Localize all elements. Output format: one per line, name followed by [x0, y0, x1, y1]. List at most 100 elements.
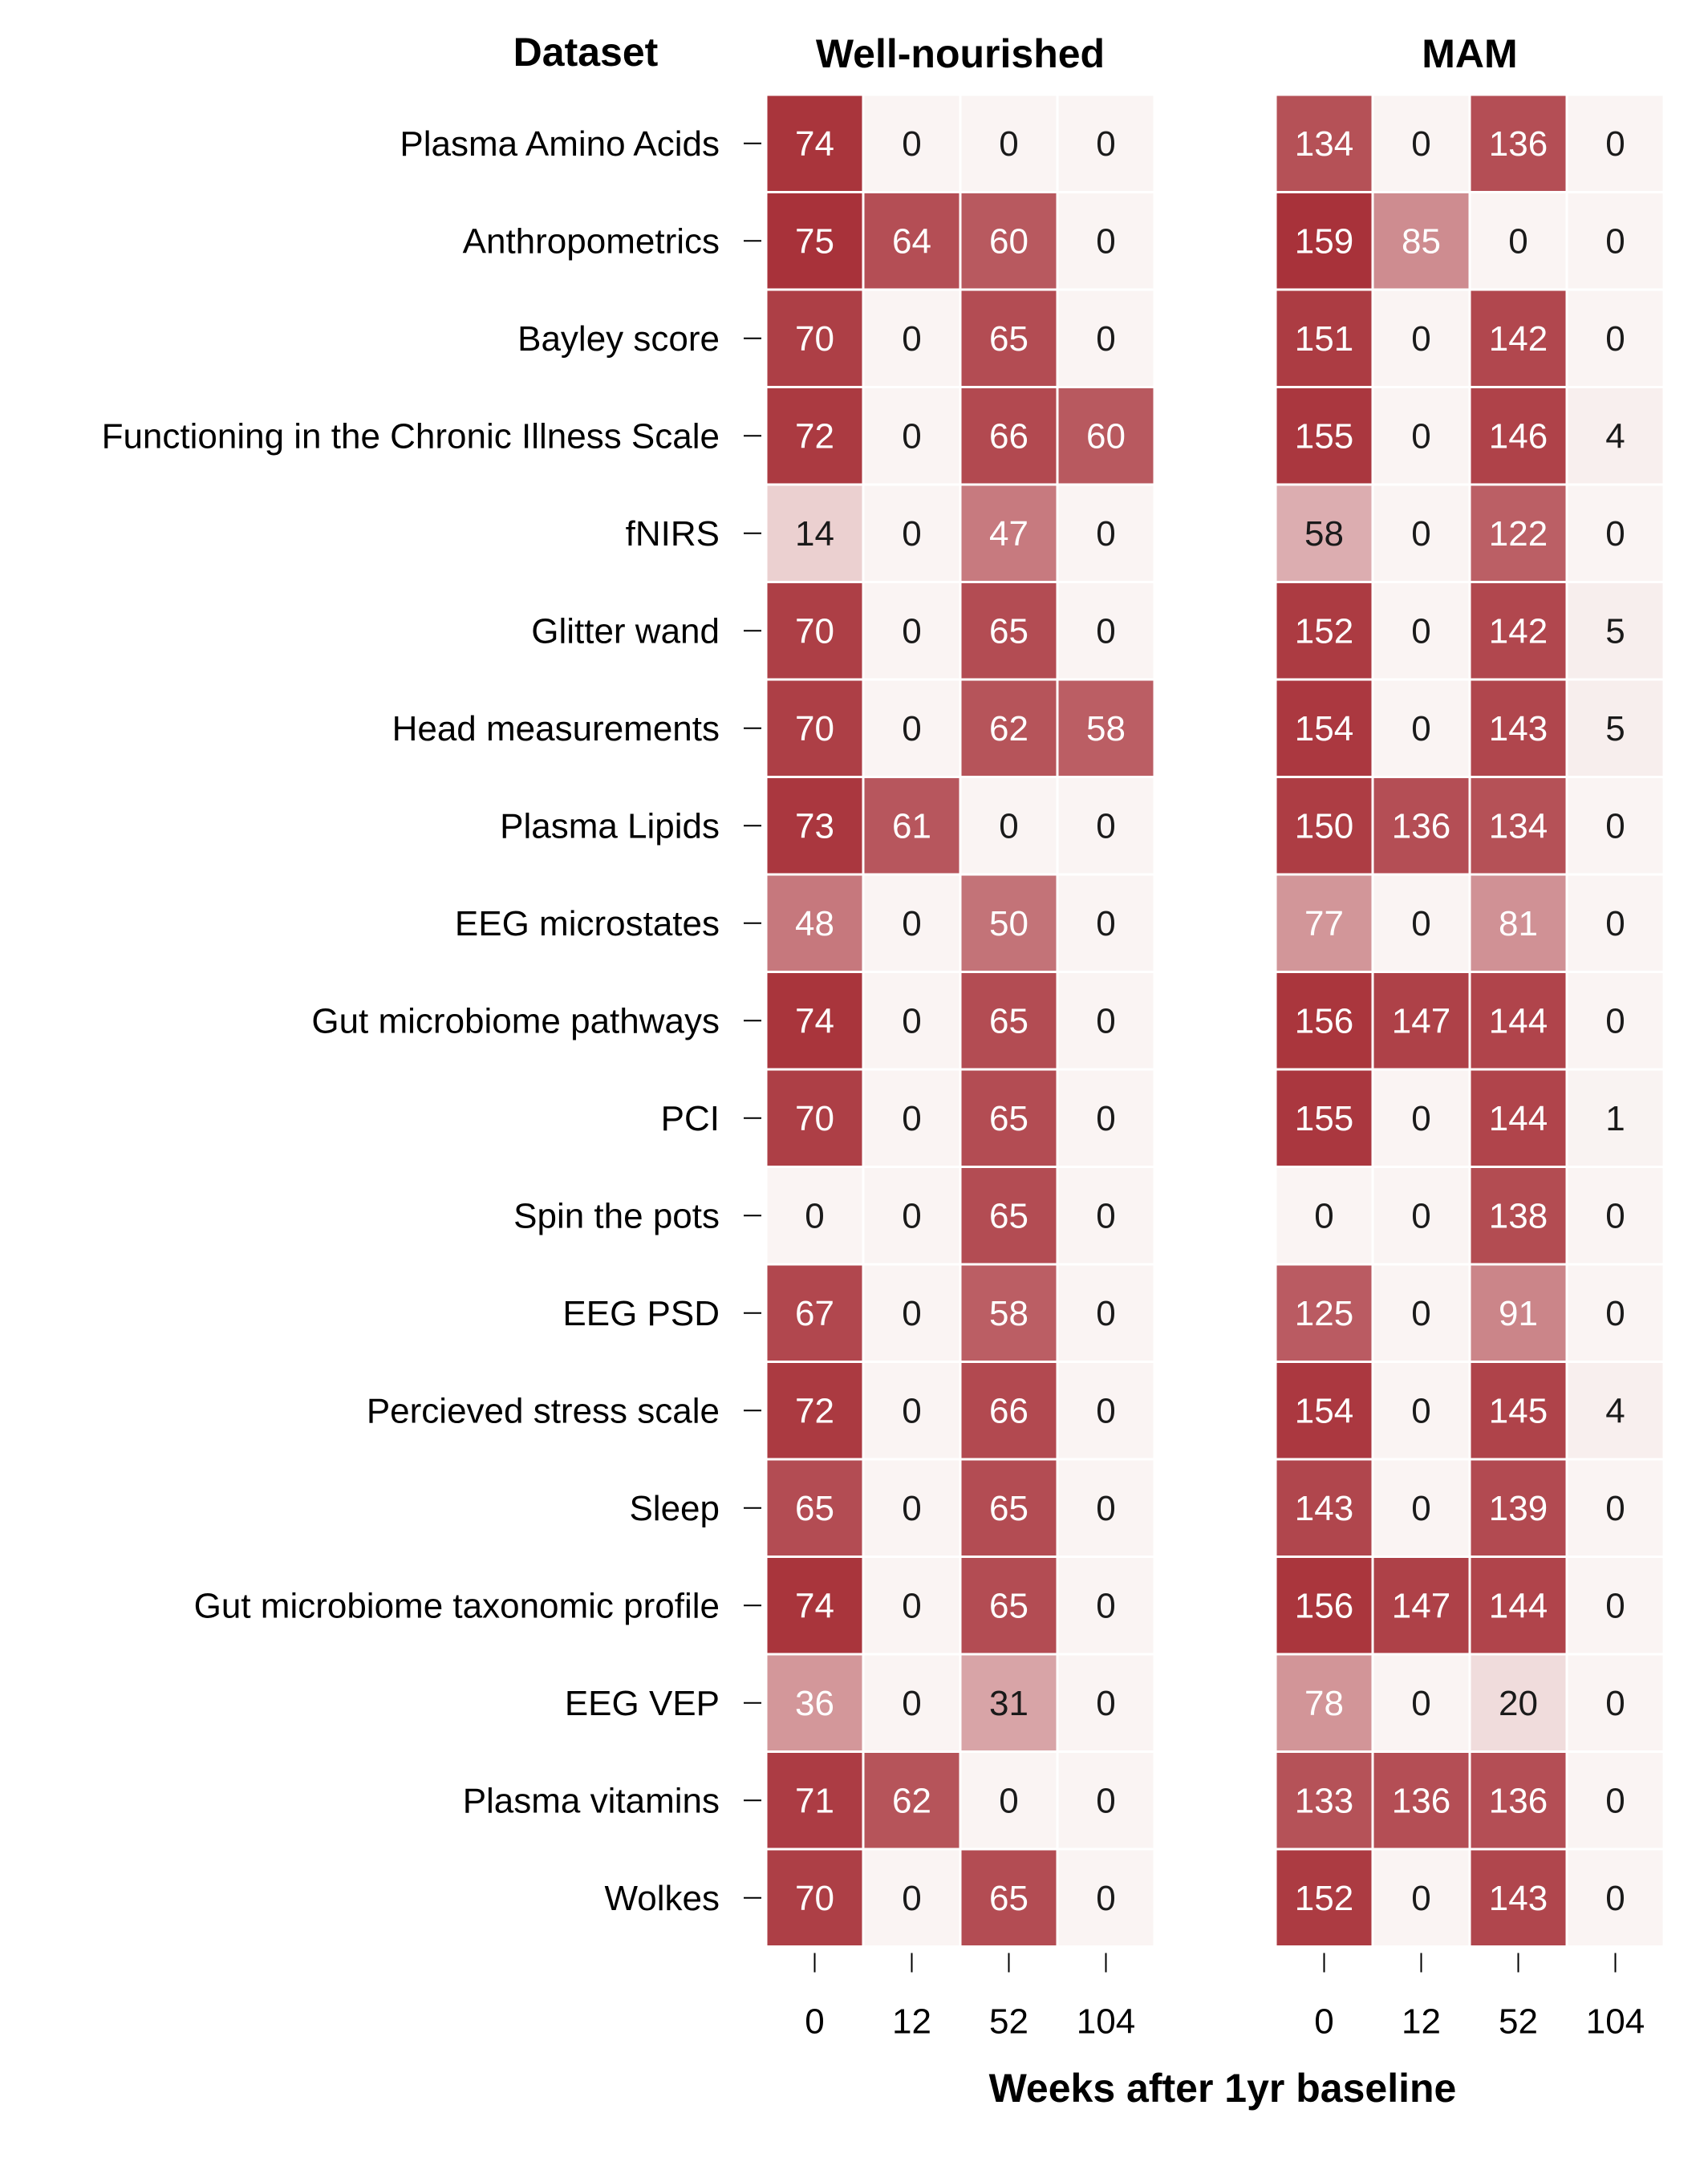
heatmap-cell — [765, 288, 865, 388]
heatmap-cell — [959, 971, 1059, 1071]
cell-value-label: 0 — [1508, 221, 1527, 261]
cell-value-label: 1 — [1605, 1099, 1625, 1138]
heatmap-cell — [959, 678, 1059, 778]
cell-value-label: 0 — [902, 416, 921, 456]
row-label: EEG VEP — [565, 1684, 720, 1723]
x-tick-label: 0 — [1314, 2002, 1333, 2042]
heatmap-cell — [1056, 678, 1156, 778]
panel-title: MAM — [1422, 31, 1517, 76]
heatmap-cell — [959, 386, 1059, 486]
cell-value-label: 144 — [1489, 1586, 1548, 1625]
heatmap-cell — [1274, 971, 1374, 1071]
heatmap-cell — [862, 1361, 962, 1461]
cell-value-label: 66 — [989, 416, 1028, 456]
cell-value-label: 0 — [1096, 611, 1115, 651]
cell-value-label: 147 — [1392, 1586, 1450, 1625]
cell-value-label: 0 — [1411, 1294, 1430, 1333]
heatmap-cell — [1468, 776, 1568, 876]
heatmap-cell — [959, 1263, 1059, 1363]
cell-value-label: 0 — [1096, 1684, 1115, 1723]
cell-value-label: 0 — [1411, 1879, 1430, 1918]
cell-value-label: 0 — [1096, 1879, 1115, 1918]
cell-value-label: 0 — [1605, 514, 1625, 554]
heatmap-cell — [1565, 1361, 1665, 1461]
cell-value-label: 0 — [1605, 806, 1625, 846]
cell-value-label: 150 — [1295, 806, 1353, 846]
cell-value-label: 136 — [1489, 124, 1548, 164]
cell-value-label: 0 — [902, 1586, 921, 1625]
cell-value-label: 133 — [1295, 1781, 1353, 1820]
cell-value-label: 36 — [795, 1684, 834, 1723]
cell-value-label: 0 — [1096, 124, 1115, 164]
cell-value-label: 143 — [1489, 1879, 1548, 1918]
row-label: Bayley score — [517, 319, 720, 359]
heatmap-cell — [959, 873, 1059, 973]
cell-value-label: 81 — [1499, 904, 1538, 943]
heatmap-cell — [1468, 1848, 1568, 1948]
cell-value-label: 0 — [1605, 1586, 1625, 1625]
row-label: Percieved stress scale — [367, 1391, 720, 1430]
cell-value-label: 0 — [1605, 1489, 1625, 1528]
cell-value-label: 65 — [989, 1879, 1028, 1918]
cell-value-label: 143 — [1489, 709, 1548, 748]
cell-value-label: 159 — [1295, 221, 1353, 261]
cell-value-label: 70 — [795, 709, 834, 748]
cell-value-label: 65 — [989, 1099, 1028, 1138]
cell-value-label: 5 — [1605, 709, 1625, 748]
cell-value-label: 156 — [1295, 1001, 1353, 1040]
cell-value-label: 0 — [1096, 1099, 1115, 1138]
heatmap-cell — [765, 1653, 865, 1753]
cell-value-label: 0 — [1605, 1294, 1625, 1333]
row-label: Spin the pots — [513, 1196, 720, 1235]
cell-value-label: 0 — [1605, 1879, 1625, 1918]
cell-value-label: 139 — [1489, 1489, 1548, 1528]
cell-value-label: 144 — [1489, 1099, 1548, 1138]
heatmap-cell — [765, 1263, 865, 1363]
heatmap-cell — [862, 1458, 962, 1558]
cell-value-label: 142 — [1489, 319, 1548, 359]
heatmap-cell — [1371, 776, 1471, 876]
cell-value-label: 72 — [795, 416, 834, 456]
row-label: PCI — [661, 1099, 720, 1138]
heatmap-cell — [1565, 1068, 1665, 1168]
cell-value-label: 71 — [795, 1781, 834, 1820]
heatmap-panel: Well-nourished 74 0 0 0 75 64 60 0 70 0 65 0 72 0 66 60 1… — [765, 31, 1156, 2042]
cell-value-label: 142 — [1489, 611, 1548, 651]
cell-value-label: 0 — [1096, 514, 1115, 554]
cell-value-label: 0 — [902, 319, 921, 359]
heatmap-cell — [959, 1750, 1059, 1851]
heatmap-cell — [765, 873, 865, 973]
heatmap-cell — [1274, 1653, 1374, 1753]
row-label: fNIRS — [626, 514, 720, 554]
heatmap-cell — [1274, 1556, 1374, 1656]
heatmap-cell — [1371, 1166, 1471, 1266]
cell-value-label: 61 — [892, 806, 931, 846]
cell-value-label: 0 — [902, 1001, 921, 1040]
cell-value-label: 0 — [1411, 904, 1430, 943]
heatmap-cell — [862, 1068, 962, 1168]
heatmap-cell — [1565, 1458, 1665, 1558]
heatmap-cell — [959, 1166, 1059, 1266]
cell-value-label: 155 — [1295, 1099, 1353, 1138]
heatmap-cell — [1056, 1068, 1156, 1168]
heatmap-cell — [1056, 483, 1156, 583]
cell-value-label: 65 — [795, 1489, 834, 1528]
row-label: Plasma Lipids — [500, 806, 720, 846]
cell-value-label: 14 — [795, 514, 834, 554]
heatmap-cell — [1056, 581, 1156, 681]
heatmap-cell — [1371, 678, 1471, 778]
heatmap-cell — [862, 776, 962, 876]
cell-value-label: 134 — [1489, 806, 1548, 846]
heatmap-cell — [1468, 1653, 1568, 1753]
row-header-title: Dataset — [513, 30, 659, 75]
heatmap-cell — [1274, 1263, 1374, 1363]
cell-value-label: 0 — [1314, 1196, 1333, 1235]
heatmap-cell — [1565, 1653, 1665, 1753]
cell-value-label: 0 — [902, 1099, 921, 1138]
heatmap-cell — [862, 971, 962, 1071]
cell-value-label: 47 — [989, 514, 1028, 554]
cell-value-label: 154 — [1295, 709, 1353, 748]
heatmap-cell — [1371, 1068, 1471, 1168]
heatmap-cell — [765, 776, 865, 876]
cell-value-label: 58 — [1086, 709, 1126, 748]
